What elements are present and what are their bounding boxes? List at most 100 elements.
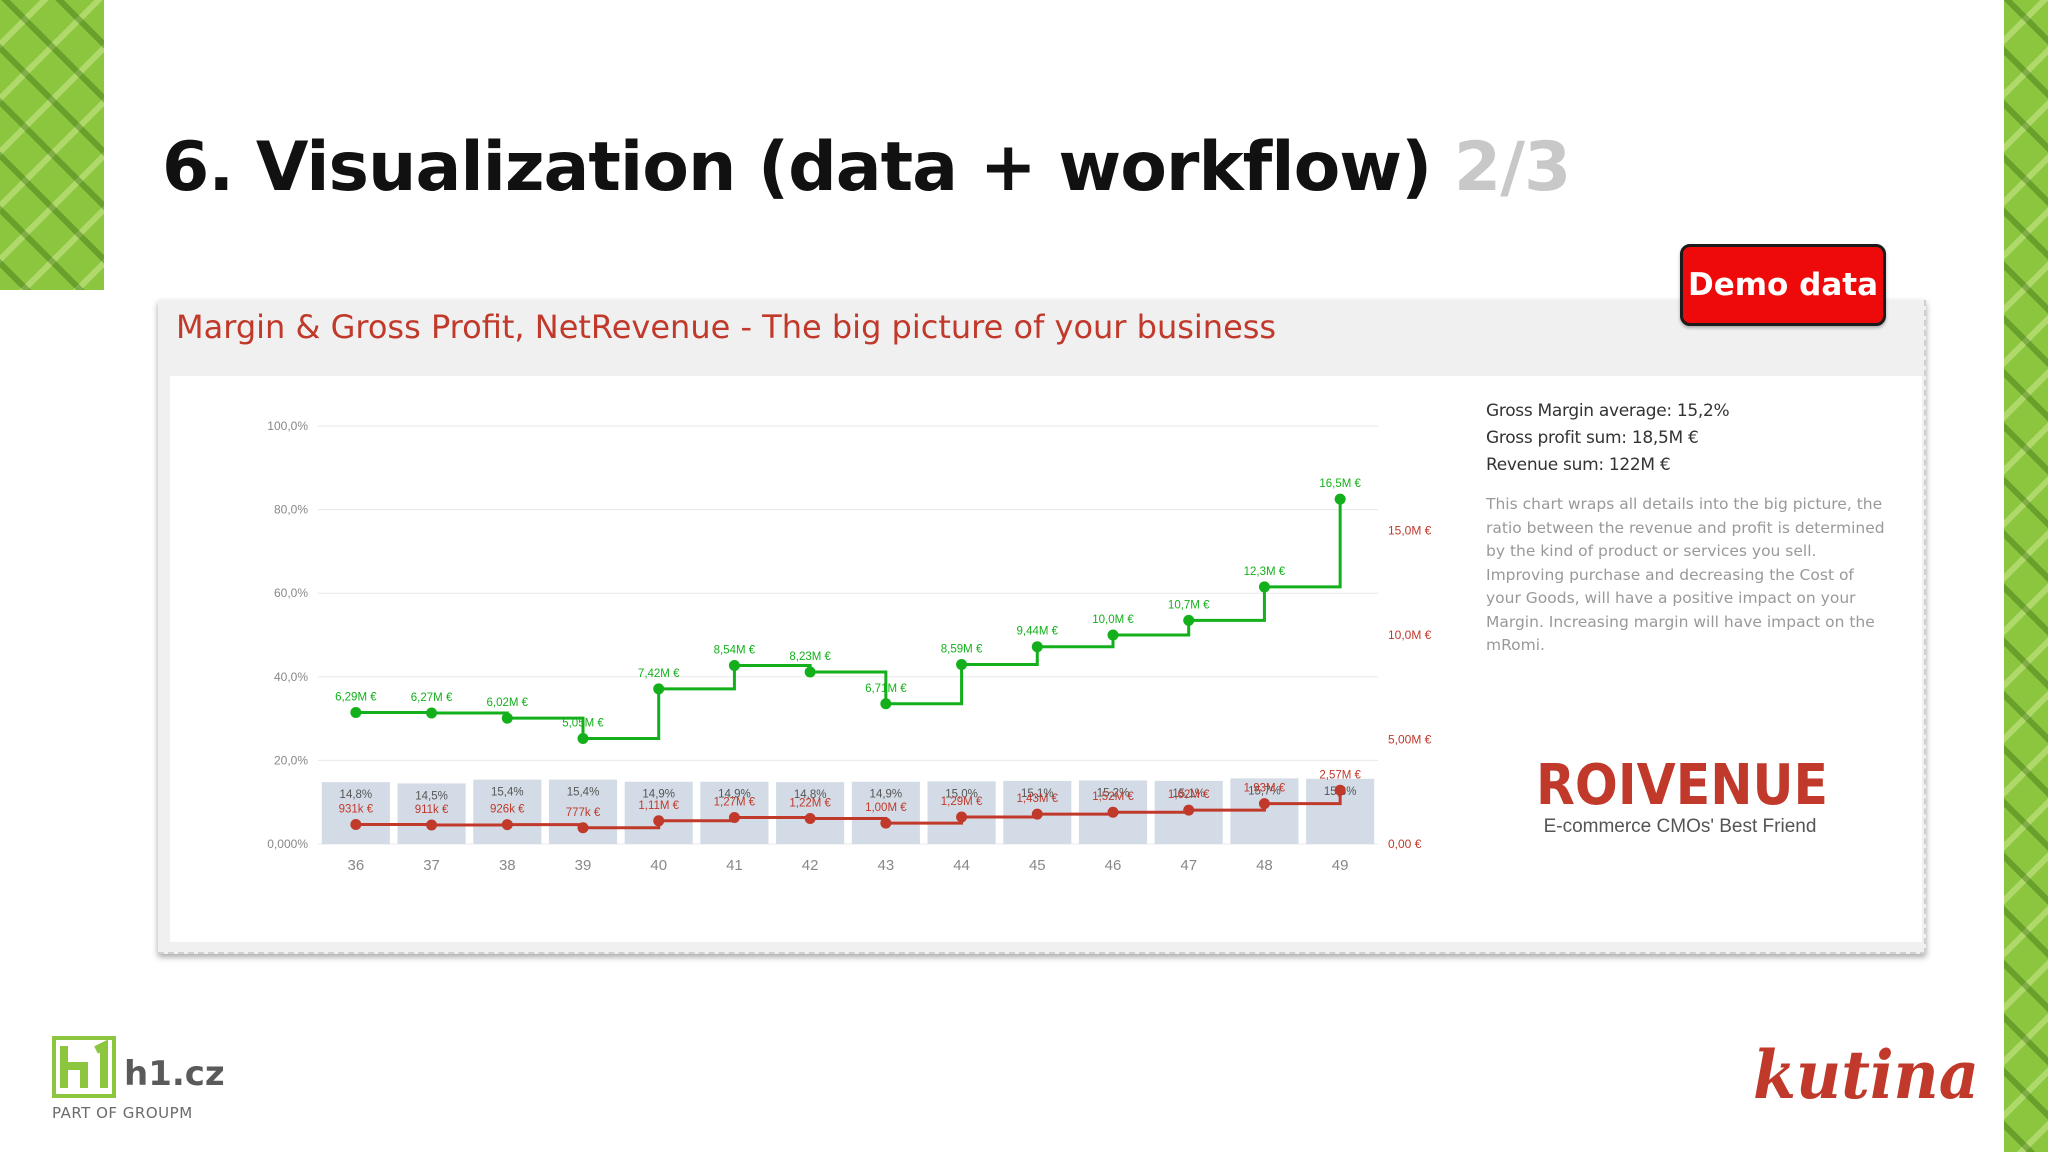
decorative-pattern-right bbox=[2004, 0, 2048, 1152]
y-left-tick-label: 20,0% bbox=[274, 753, 308, 767]
profit-label: 1,93M € bbox=[1244, 783, 1286, 795]
revenue-label: 12,3M € bbox=[1244, 566, 1286, 578]
margin-bar bbox=[321, 782, 390, 844]
y-right-tick-label: 10,0M € bbox=[1388, 628, 1432, 642]
margin-bar-label: 14,9% bbox=[718, 789, 751, 801]
slide-page-indicator: 2/3 bbox=[1453, 128, 1571, 207]
y-left-tick-label: 0,000% bbox=[267, 837, 308, 851]
chart-card-body: 100,0% 80,0% 60,0% 40,0% 20,0% 0,000% 15,0M € 1… bbox=[170, 376, 1922, 942]
margin-bar bbox=[548, 779, 618, 844]
x-tick-label: 48 bbox=[1256, 857, 1273, 874]
margin-bar-label: 14,9% bbox=[642, 789, 675, 801]
roivenue-logo-text: ROIVENUE bbox=[1536, 753, 1828, 816]
margin-bar bbox=[851, 781, 920, 844]
revenue-label: 16,5M € bbox=[1319, 478, 1361, 490]
stat-gross-margin: Gross Margin average: 15,2% bbox=[1486, 401, 1730, 421]
h1-logo-text: h1.cz bbox=[124, 1054, 225, 1094]
profit-label: 1,43M € bbox=[1017, 793, 1059, 805]
revenue-point bbox=[501, 712, 513, 724]
profit-label: 931k € bbox=[339, 804, 374, 816]
profit-label: 1,27M € bbox=[714, 796, 756, 808]
revenue-point bbox=[728, 660, 740, 672]
y-right-tick-label: 15,0M € bbox=[1388, 524, 1432, 538]
revenue-label: 6,29M € bbox=[335, 692, 377, 704]
profit-label: 1,52M € bbox=[1092, 791, 1134, 803]
revenue-point bbox=[1107, 629, 1119, 641]
profit-point bbox=[1107, 806, 1119, 818]
x-tick-label: 39 bbox=[575, 857, 592, 874]
margin-bar-label: 15,1% bbox=[1021, 788, 1054, 800]
chart-card-title: Margin & Gross Profit, NetRevenue - The … bbox=[176, 308, 1277, 346]
revenue-label: 6,71M € bbox=[865, 683, 907, 695]
revenue-label: 5,05M € bbox=[562, 717, 604, 729]
revenue-point bbox=[577, 732, 589, 744]
x-tick-label: 49 bbox=[1332, 857, 1349, 874]
y-right-tick-label: 5,00M € bbox=[1388, 733, 1432, 747]
margin-bar bbox=[473, 779, 542, 844]
profit-label: 1,62M € bbox=[1168, 789, 1210, 801]
revenue-point bbox=[1183, 614, 1195, 626]
y-left-tick-label: 60,0% bbox=[274, 586, 308, 600]
revenue-label: 10,0M € bbox=[1092, 614, 1134, 626]
revenue-point bbox=[426, 707, 438, 719]
roivenue-tagline: E-commerce CMOs' Best Friend bbox=[1543, 816, 1817, 837]
margin-bar-label: 15,4% bbox=[567, 787, 600, 799]
profit-label: 926k € bbox=[490, 804, 525, 816]
profit-point bbox=[1031, 808, 1043, 820]
revenue-label: 8,54M € bbox=[714, 645, 756, 657]
profit-label: 1,29M € bbox=[941, 796, 983, 808]
revenue-point bbox=[956, 658, 968, 670]
revenue-label: 6,02M € bbox=[487, 697, 529, 709]
profit-point bbox=[956, 811, 968, 823]
y-left-tick-label: 80,0% bbox=[274, 503, 308, 517]
margin-bar-label: 14,8% bbox=[340, 789, 373, 801]
profit-label: 1,22M € bbox=[789, 798, 831, 810]
revenue-point bbox=[880, 698, 892, 710]
demo-data-badge: Demo data bbox=[1680, 244, 1886, 326]
x-tick-label: 44 bbox=[953, 857, 970, 874]
profit-point bbox=[426, 819, 438, 831]
margin-bar-label: 15,0% bbox=[945, 788, 978, 800]
margin-bar-label: 15,1% bbox=[1172, 788, 1205, 800]
chart-card: Margin & Gross Profit, NetRevenue - The … bbox=[158, 300, 1926, 954]
revenue-label: 7,42M € bbox=[638, 668, 680, 680]
profit-point bbox=[350, 819, 362, 831]
slide-title-text: 6. Visualization (data + workflow) bbox=[162, 128, 1432, 207]
revenue-label: 9,44M € bbox=[1017, 626, 1059, 638]
profit-label: 911k € bbox=[415, 804, 449, 816]
profit-label: 777k € bbox=[566, 807, 601, 819]
margin-bar bbox=[397, 783, 466, 844]
revenue-label: 10,7M € bbox=[1168, 599, 1210, 611]
x-tick-label: 36 bbox=[348, 857, 365, 874]
stat-revenue: Revenue sum: 122M € bbox=[1486, 455, 1671, 475]
roivenue-logo: ROIVENUE bbox=[1536, 753, 1828, 816]
revenue-label: 6,27M € bbox=[411, 692, 453, 704]
x-tick-label: 41 bbox=[726, 857, 743, 874]
margin-bar-label: 15,2% bbox=[1097, 787, 1130, 799]
x-tick-label: 37 bbox=[423, 857, 440, 874]
revenue-point bbox=[653, 683, 665, 695]
h1-logo-icon bbox=[52, 1036, 116, 1098]
margin-bar-label: 15,7% bbox=[1248, 785, 1281, 797]
profit-label: 1,11M € bbox=[638, 800, 679, 812]
x-tick-label: 45 bbox=[1029, 857, 1046, 874]
revenue-point bbox=[1258, 581, 1270, 593]
margin-revenue-chart: 100,0% 80,0% 60,0% 40,0% 20,0% 0,000% 15,0M € 1… bbox=[267, 419, 1432, 874]
x-tick-label: 42 bbox=[802, 857, 819, 874]
x-tick-label: 46 bbox=[1105, 857, 1122, 874]
profit-point bbox=[501, 819, 513, 831]
profit-label: 1,00M € bbox=[865, 802, 907, 814]
margin-bar-label: 15,4% bbox=[491, 787, 524, 799]
h1-logo-subtitle: PART OF GROUPM bbox=[52, 1104, 193, 1122]
revenue-label: 8,59M € bbox=[941, 643, 983, 655]
x-tick-label: 43 bbox=[878, 857, 895, 874]
x-tick-label: 47 bbox=[1180, 857, 1197, 874]
profit-point bbox=[1258, 798, 1270, 810]
margin-bar-label: 14,9% bbox=[870, 789, 903, 801]
profit-point bbox=[1183, 804, 1195, 816]
stat-gross-profit: Gross profit sum: 18,5M € bbox=[1486, 428, 1699, 448]
profit-point bbox=[728, 811, 740, 823]
profit-point bbox=[804, 813, 816, 825]
y-right-tick-label: 0,00 € bbox=[1388, 837, 1422, 851]
profit-label: 2,57M € bbox=[1319, 769, 1361, 781]
